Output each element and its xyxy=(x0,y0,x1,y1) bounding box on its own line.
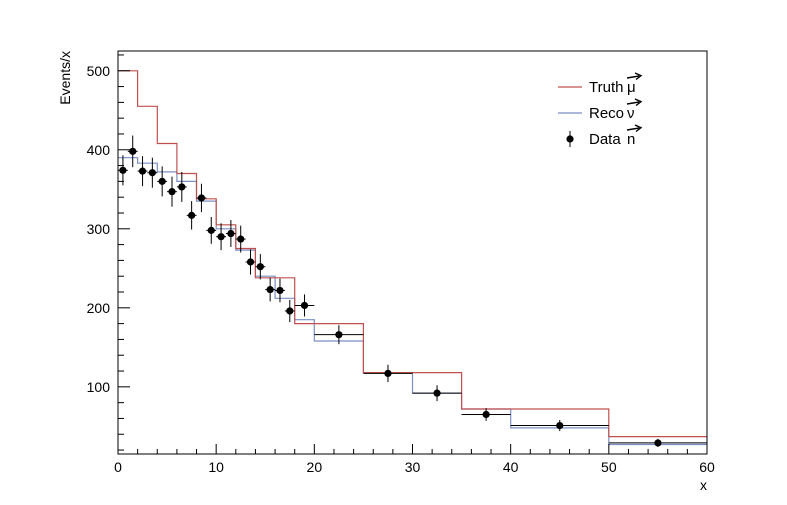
data-point-7 xyxy=(186,201,197,230)
data-marker-8 xyxy=(197,194,206,202)
legend-truth-label: Truth xyxy=(589,79,623,96)
data-marker-21 xyxy=(433,389,441,397)
legend-data-marker xyxy=(566,131,574,147)
data-marker-13 xyxy=(246,258,255,266)
data-marker-5 xyxy=(168,188,176,196)
data-point-23 xyxy=(510,420,609,432)
histogram-lines xyxy=(118,70,707,446)
legend-data-symbol: n xyxy=(627,131,635,148)
data-marker-23 xyxy=(556,421,564,430)
y-tick-label-500: 500 xyxy=(87,63,111,79)
data-marker-17 xyxy=(286,307,294,315)
x-tick-label-40: 40 xyxy=(503,459,519,475)
data-point-9 xyxy=(206,216,217,244)
x-tick-label-20: 20 xyxy=(307,459,323,475)
data-marker-11 xyxy=(227,229,235,238)
data-point-18 xyxy=(294,294,315,317)
legend-data-arrow-shaft xyxy=(626,127,640,131)
data-marker-16 xyxy=(276,286,284,295)
data-point-11 xyxy=(225,220,236,247)
x-tick-label-10: 10 xyxy=(208,459,224,475)
x-tick-label-30: 30 xyxy=(405,459,421,475)
legend-truth-arrow-head xyxy=(634,72,643,81)
data-point-24 xyxy=(608,438,707,447)
truth-histogram xyxy=(118,70,707,438)
data-point-14 xyxy=(255,254,266,280)
data-point-6 xyxy=(176,171,187,202)
x-tick-label-50: 50 xyxy=(601,459,617,475)
data-point-3 xyxy=(147,157,158,188)
data-marker-0 xyxy=(119,166,127,174)
data-point-21 xyxy=(412,385,462,402)
y-tick-label-200: 200 xyxy=(87,300,111,316)
legend-truth-arrow-shaft xyxy=(626,75,640,79)
data-marker-20 xyxy=(384,369,392,377)
data-marker-18 xyxy=(300,301,309,310)
legend-data-dot xyxy=(566,135,574,143)
data-marker-19 xyxy=(335,331,343,339)
data-point-19 xyxy=(314,325,364,345)
data-point-15 xyxy=(265,277,276,302)
data-marker-7 xyxy=(188,211,196,219)
x-tick-label-0: 0 xyxy=(114,459,122,475)
data-point-10 xyxy=(216,223,226,251)
data-point-13 xyxy=(245,249,256,275)
legend-data-label: Data xyxy=(589,131,621,148)
y-axis-title: Events/x xyxy=(57,51,73,105)
axes: 0 10 20 30 40 50 60 100 200 300 400 500 xyxy=(87,54,715,475)
data-marker-12 xyxy=(237,235,245,243)
y-tick-label-300: 300 xyxy=(87,221,111,237)
data-marker-22 xyxy=(482,410,490,419)
data-point-20 xyxy=(363,364,413,383)
y-tick-label-100: 100 xyxy=(87,379,111,395)
data-point-5 xyxy=(167,176,177,207)
legend-reco-label: Reco xyxy=(589,105,624,122)
data-points xyxy=(118,135,707,447)
x-tick-label-60: 60 xyxy=(699,459,715,475)
data-marker-10 xyxy=(217,233,225,241)
x-axis-title: x xyxy=(700,477,707,493)
data-point-8 xyxy=(196,183,207,213)
data-marker-9 xyxy=(207,226,215,234)
data-marker-3 xyxy=(148,169,156,177)
legend-truth-symbol: μ xyxy=(627,79,636,96)
data-marker-15 xyxy=(266,286,274,294)
legend-data-arrow-head xyxy=(634,124,643,133)
data-point-12 xyxy=(235,225,246,253)
legend-reco-arrow-head xyxy=(634,98,643,107)
data-point-22 xyxy=(461,408,511,421)
data-marker-24 xyxy=(654,439,662,447)
data-marker-14 xyxy=(256,263,264,271)
data-point-0 xyxy=(118,155,128,186)
data-point-17 xyxy=(284,299,295,323)
data-point-4 xyxy=(157,166,168,197)
legend-reco-symbol: ν xyxy=(627,105,635,122)
data-point-16 xyxy=(275,278,285,303)
data-point-2 xyxy=(137,156,148,187)
legend: Truth μ Reco ν Data n xyxy=(558,72,643,148)
data-marker-2 xyxy=(138,167,147,175)
data-marker-1 xyxy=(129,147,137,155)
legend-reco-arrow-shaft xyxy=(626,101,640,105)
data-marker-4 xyxy=(158,177,166,185)
data-point-1 xyxy=(127,135,138,168)
data-marker-6 xyxy=(178,183,186,191)
y-tick-label-400: 400 xyxy=(87,142,111,158)
